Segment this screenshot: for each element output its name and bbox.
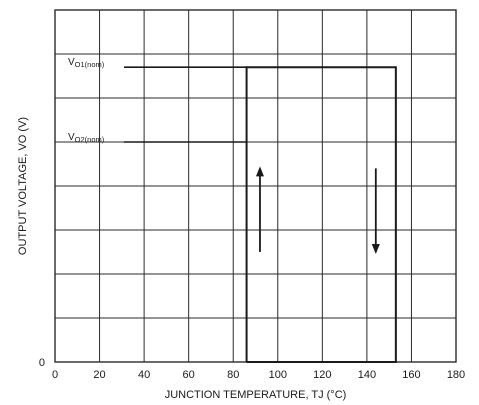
x-tick-label: 120 [313, 369, 331, 381]
y-tick-label: 0 [39, 357, 45, 369]
series [245, 66, 397, 363]
x-tick-label: 160 [402, 369, 420, 381]
x-tick-label: 0 [52, 369, 58, 381]
level-label: VO1(nom) [68, 57, 105, 69]
level-label: VO2(nom) [68, 132, 105, 144]
nominal-levels: VO1(nom) VO2(nom) [68, 57, 247, 144]
x-tick-label: 100 [269, 369, 287, 381]
x-tick-label: 20 [93, 369, 105, 381]
x-tick-label: 140 [358, 369, 376, 381]
x-tick-label: 60 [183, 369, 195, 381]
grid [55, 10, 456, 362]
arrow-up-icon [255, 166, 264, 177]
y-axis-title: OUTPUT VOLTAGE, VO (V) [17, 117, 29, 255]
x-tick-label: 180 [447, 369, 465, 381]
x-tick-label: 40 [138, 369, 150, 381]
x-axis-ticks: 0 20 40 60 80 100 120 140 160 180 [52, 369, 465, 381]
y-axis-ticks: 0 [39, 357, 45, 369]
x-tick-label: 80 [227, 369, 239, 381]
hysteresis-trace [245, 66, 397, 363]
x-axis-title: JUNCTION TEMPERATURE, TJ (°C) [165, 389, 347, 401]
annotations [255, 166, 380, 254]
arrow-down-icon [371, 244, 380, 254]
